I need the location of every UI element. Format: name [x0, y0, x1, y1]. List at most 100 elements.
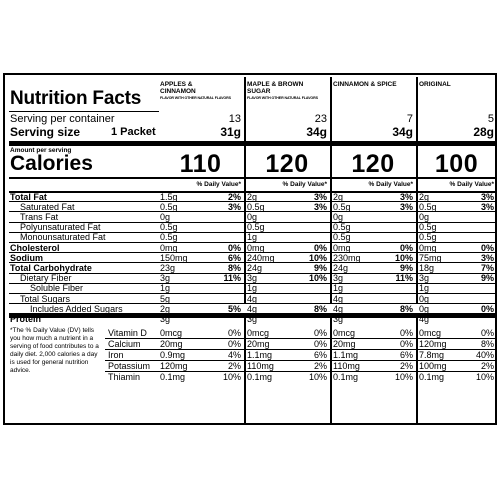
amount-per-serving-label: Amount per serving — [10, 147, 72, 154]
nutrition-facts-panel: Nutrition Facts Serving per container Se… — [3, 73, 497, 425]
nutrient-amount: 2g — [333, 191, 344, 202]
serving-size-value: 1 Packet — [111, 126, 156, 138]
vitamin-label: Vitamin D — [108, 328, 147, 338]
vitamin-label: Potassium — [108, 361, 151, 371]
calories-rule — [9, 177, 495, 179]
nutrient-label: Monounsaturated Fat — [20, 232, 106, 243]
nutrient-amount: 1.5g — [160, 191, 178, 202]
nutrient-amount: 0.5g — [160, 222, 178, 233]
nutrient-daily-value: 2% — [227, 191, 241, 202]
vitamin-daily-value: 0% — [399, 339, 413, 349]
nutrient-daily-value: 0% — [399, 242, 413, 253]
vitamin-row-rule — [105, 349, 495, 350]
vitamin-column-divider — [244, 318, 246, 423]
nutrient-daily-value: 10% — [308, 273, 327, 284]
vitamin-daily-value: 2% — [227, 361, 241, 371]
nutrient-amount: 1g — [247, 283, 258, 294]
vitamin-daily-value: 0% — [399, 328, 413, 338]
product-calories: 120 — [351, 150, 395, 178]
nutrient-row-rule — [9, 303, 495, 305]
vitamin-daily-value: 0% — [313, 328, 327, 338]
nutrient-amount: 3g — [333, 313, 344, 324]
nutrient-label: Cholesterol — [10, 242, 60, 253]
vitamin-label: Calcium — [108, 339, 141, 349]
nutrient-daily-value: 0% — [480, 303, 494, 314]
nutrient-amount: 230mg — [333, 252, 361, 263]
nutrient-row-rule — [9, 242, 495, 243]
vitamin-row-rule — [105, 371, 495, 372]
nutrient-amount: 1g — [419, 283, 430, 294]
nutrient-daily-value: 8% — [399, 303, 413, 314]
vitamin-daily-value: 0% — [313, 339, 327, 349]
nutrient-daily-value: 3% — [480, 201, 494, 212]
nutrient-row-rule — [9, 282, 495, 284]
nutrient-amount: 0.5g — [333, 232, 351, 243]
nutrient-amount: 3g — [247, 273, 258, 284]
product-calories: 120 — [265, 150, 309, 178]
calories-label: Calories — [10, 152, 93, 175]
nutrient-amount: 2g — [247, 191, 258, 202]
vitamin-amount: 120mg — [160, 361, 188, 371]
vitamin-daily-value: 8% — [480, 339, 494, 349]
vitamin-amount: 0.1mg — [419, 372, 445, 382]
vitamin-amount: 0mcg — [333, 328, 356, 338]
vitamin-daily-value: 2% — [313, 361, 327, 371]
vitamin-daily-value: 0% — [227, 328, 241, 338]
product-servings: 7 — [406, 113, 413, 125]
nutrient-amount: 0g — [160, 211, 171, 222]
nutrient-daily-value: 0% — [227, 242, 241, 253]
nutrient-amount: 1g — [247, 232, 258, 243]
nutrient-daily-value: 10% — [308, 252, 327, 263]
nutrient-amount: 0.5g — [333, 222, 351, 233]
nutrient-amount: 0.5g — [160, 232, 178, 243]
nutrient-daily-value: 8% — [227, 262, 241, 273]
nutrient-row-rule — [9, 293, 495, 294]
vitamin-amount: 1.1mg — [333, 350, 359, 360]
daily-value-header: % Daily Value* — [282, 181, 327, 188]
nutrient-amount: 0mg — [160, 242, 178, 253]
vitamin-daily-value: 40% — [475, 350, 494, 360]
nutrient-daily-value: 9% — [480, 273, 494, 284]
nutrient-daily-value: 9% — [399, 262, 413, 273]
product-calories: 100 — [434, 150, 479, 178]
daily-value-header: % Daily Value* — [196, 181, 241, 188]
nutrient-label: Trans Fat — [20, 211, 59, 222]
nutrient-label: Total Sugars — [20, 293, 71, 304]
nutrient-amount: 0g — [333, 211, 344, 222]
product-name-line1: CINNAMON & SPICE — [333, 81, 397, 88]
nutrient-amount: 1g — [160, 283, 171, 294]
product-servings: 5 — [487, 113, 494, 125]
vitamin-daily-value: 2% — [399, 361, 413, 371]
nutrient-daily-value: 9% — [313, 262, 327, 273]
vitamin-amount: 0.1mg — [247, 372, 273, 382]
vitamin-daily-value: 6% — [399, 350, 413, 360]
product-servings: 23 — [314, 113, 327, 125]
vitamin-amount: 20mg — [333, 339, 356, 349]
vitamin-amount: 0.9mg — [160, 350, 186, 360]
product-serving-size: 28g — [473, 125, 494, 139]
nutrient-amount: 0mg — [247, 242, 265, 253]
nutrient-amount: 4g — [247, 293, 258, 304]
nutrient-amount: 0.5g — [247, 201, 265, 212]
daily-value-header: % Daily Value* — [449, 181, 494, 188]
nutrient-amount: 1g — [333, 283, 344, 294]
nutrient-row-rule — [9, 231, 495, 233]
nutrient-row-rule — [9, 191, 495, 193]
nutrient-daily-value: 3% — [227, 201, 241, 212]
nutrient-daily-value: 0% — [480, 242, 494, 253]
nutrient-daily-value: 3% — [313, 201, 327, 212]
nutrient-amount: 0mg — [419, 242, 437, 253]
nutrient-row-rule — [9, 272, 495, 274]
nutrient-amount: 0.5g — [419, 232, 437, 243]
product-name-line1: ORIGINAL — [419, 81, 451, 88]
nutrient-row-rule — [9, 262, 495, 264]
nutrient-daily-value: 3% — [399, 191, 413, 202]
vitamin-amount: 0mcg — [419, 328, 442, 338]
vitamin-daily-value: 10% — [222, 372, 241, 382]
vitamin-amount: 20mg — [160, 339, 183, 349]
nutrient-row-rule — [9, 252, 495, 254]
nutrient-amount: 3g — [247, 313, 258, 324]
vitamin-amount: 0mcg — [247, 328, 270, 338]
vitamin-column-divider — [330, 318, 332, 423]
nutrient-amount: 0g — [419, 211, 430, 222]
